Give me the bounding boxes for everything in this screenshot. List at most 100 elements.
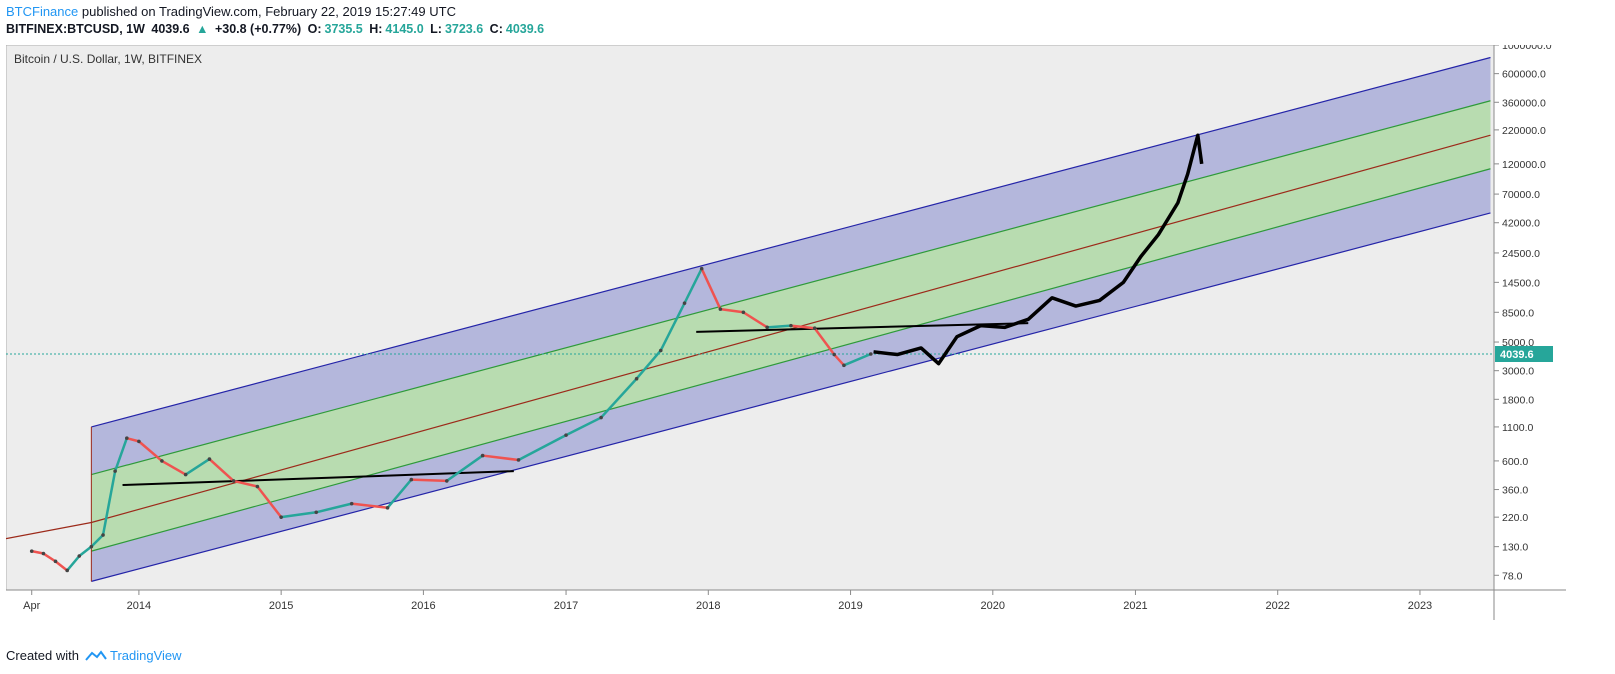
symbol-info: BITFINEX:BTCUSD, 1W 4039.6 ▲ +30.8 (+0.7… bbox=[6, 22, 547, 36]
price-point bbox=[29, 549, 34, 553]
y-tick-label: 130.0 bbox=[1502, 542, 1528, 554]
channel-upper-line bbox=[91, 56, 1491, 428]
y-tick-label: 24500.0 bbox=[1502, 248, 1540, 260]
y-tick-label: 8500.0 bbox=[1502, 307, 1534, 319]
price-point bbox=[255, 484, 260, 489]
y-tick-label: 120000.0 bbox=[1502, 159, 1546, 171]
price-point bbox=[682, 301, 687, 305]
price-segment bbox=[635, 349, 662, 380]
price-segment bbox=[256, 485, 283, 518]
price-point bbox=[564, 433, 568, 437]
price-point bbox=[207, 457, 212, 461]
price-point bbox=[279, 515, 283, 519]
created-with-label: Created with bbox=[6, 648, 79, 663]
symbol-label: BITFINEX:BTCUSD, 1W bbox=[6, 22, 145, 36]
price-point bbox=[349, 501, 354, 506]
price-point bbox=[125, 436, 129, 440]
price-point bbox=[599, 415, 603, 420]
price-segment bbox=[411, 478, 447, 483]
price-chart[interactable]: 1000000.0 600000.0 360000.0 220000.0 120000.… bbox=[6, 45, 1566, 620]
price-point bbox=[53, 559, 58, 564]
high-value: 4145.0 bbox=[385, 22, 424, 36]
channel-lower-line bbox=[91, 212, 1491, 582]
channel-lower-band bbox=[91, 168, 1491, 582]
current-price-badge bbox=[1495, 345, 1553, 362]
price-segment bbox=[351, 502, 388, 510]
publish-info: BTCFinance published on TradingView.com,… bbox=[6, 4, 456, 19]
chart-title: Bitcoin / U.S. Dollar, 1W, BITFINEX bbox=[14, 52, 202, 66]
x-tick-label: 2019 bbox=[838, 600, 862, 612]
price-point bbox=[718, 307, 723, 311]
price-segment bbox=[720, 307, 744, 314]
x-tick-label: Apr bbox=[23, 600, 40, 612]
channel-upper-band bbox=[91, 57, 1491, 475]
price-segment bbox=[42, 552, 57, 563]
close-value: 4039.6 bbox=[505, 22, 545, 36]
price-point bbox=[812, 326, 817, 331]
price-point bbox=[869, 352, 873, 356]
footer: Created with TradingView bbox=[6, 648, 182, 663]
up-arrow-icon: ▲ bbox=[196, 22, 209, 36]
price-point bbox=[77, 554, 82, 558]
price-point bbox=[113, 469, 117, 473]
y-tick-label: 600000.0 bbox=[1502, 69, 1546, 81]
y-tick-label: 1000000.0 bbox=[1502, 45, 1552, 52]
price-segment bbox=[113, 437, 128, 472]
y-tick-label: 70000.0 bbox=[1502, 189, 1540, 201]
price-segment bbox=[446, 454, 484, 482]
price-segment bbox=[790, 324, 815, 330]
price-point bbox=[480, 453, 485, 458]
price-point bbox=[658, 348, 663, 353]
support-line-2 bbox=[696, 322, 1029, 333]
price-change: +30.8 (+0.77%) bbox=[214, 22, 302, 36]
price-segment bbox=[813, 327, 836, 356]
price-point bbox=[41, 551, 46, 556]
price-point bbox=[444, 479, 449, 483]
price-segment bbox=[66, 555, 81, 572]
price-point bbox=[765, 325, 769, 330]
price-segment bbox=[742, 311, 768, 329]
y-tick-label: 220000.0 bbox=[1502, 125, 1546, 137]
price-segment bbox=[517, 434, 567, 462]
price-point bbox=[385, 505, 390, 510]
y-tick-label: 42000.0 bbox=[1502, 218, 1540, 230]
price-segment bbox=[208, 458, 235, 482]
price-point bbox=[101, 533, 105, 537]
y-tick-label: 220.0 bbox=[1502, 512, 1528, 524]
y-tick-label: 600.0 bbox=[1502, 456, 1528, 468]
low-value: 3723.6 bbox=[444, 22, 484, 36]
price-point bbox=[314, 510, 319, 515]
price-segment bbox=[767, 324, 792, 329]
close-label: C: bbox=[489, 22, 503, 36]
price-segment bbox=[31, 549, 44, 555]
price-point bbox=[832, 352, 836, 357]
price-point bbox=[65, 568, 69, 573]
price-segment bbox=[600, 377, 638, 419]
price-segment bbox=[386, 478, 413, 509]
price-segment bbox=[126, 436, 140, 443]
price-segment bbox=[482, 454, 519, 462]
y-tick-label: 1800.0 bbox=[1502, 394, 1534, 406]
published-text: published on TradingView.com, February 2… bbox=[81, 4, 456, 19]
price-segment bbox=[700, 268, 722, 310]
publisher-link[interactable]: BTCFinance bbox=[6, 4, 79, 19]
tradingview-brand[interactable]: TradingView bbox=[109, 648, 182, 663]
y-tick-label: 360.0 bbox=[1502, 485, 1528, 497]
channel-upper-inner-line bbox=[91, 100, 1491, 476]
price-segment bbox=[843, 352, 872, 367]
price-segment bbox=[184, 458, 211, 476]
price-point bbox=[409, 477, 414, 482]
high-label: H: bbox=[369, 22, 383, 36]
low-label: L: bbox=[430, 22, 442, 36]
price-segment bbox=[315, 502, 352, 514]
x-tick-label: 2017 bbox=[554, 600, 578, 612]
last-price: 4039.6 bbox=[151, 22, 190, 36]
price-point bbox=[516, 458, 521, 462]
price-segment bbox=[101, 470, 117, 536]
price-point bbox=[89, 544, 94, 549]
x-tick-label: 2020 bbox=[981, 600, 1005, 612]
price-segment bbox=[90, 534, 104, 548]
price-point bbox=[699, 266, 704, 271]
y-tick-label: 360000.0 bbox=[1502, 97, 1546, 109]
open-label: O: bbox=[307, 22, 322, 36]
